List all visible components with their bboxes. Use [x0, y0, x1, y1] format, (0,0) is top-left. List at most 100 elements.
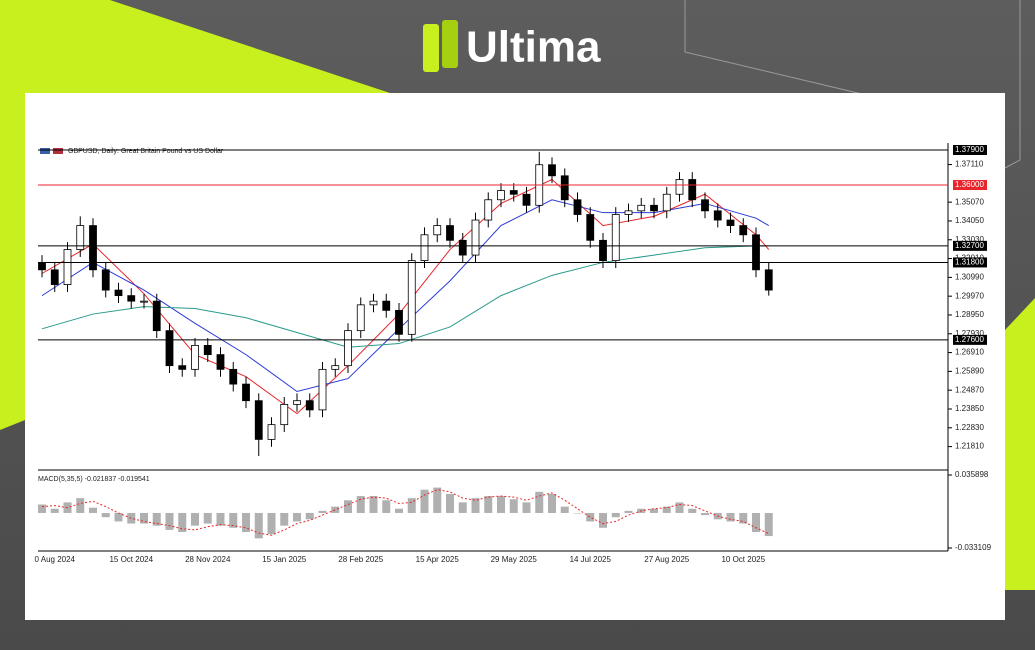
macd-bar	[662, 506, 671, 513]
y-tick-label: 1.34050	[955, 216, 984, 225]
macd-bar	[446, 493, 454, 513]
y-tick-label: 1.26910	[955, 348, 984, 357]
brand-name: Ultima	[466, 23, 601, 72]
symbol-icon	[53, 148, 63, 154]
chart-panel	[25, 93, 1005, 620]
moving-average	[41, 245, 769, 348]
macd-bar	[216, 512, 225, 526]
macd-bar	[522, 502, 531, 513]
logo-icon	[442, 20, 458, 68]
macd-bar	[726, 512, 735, 522]
macd-bar	[611, 512, 620, 518]
macd-bar	[420, 489, 429, 513]
macd-bar	[76, 498, 85, 513]
candle-body	[305, 400, 314, 411]
candle-body	[101, 269, 110, 291]
candle-body	[152, 300, 161, 332]
candle-body	[752, 234, 760, 271]
candle-body	[420, 234, 429, 261]
candle-body	[662, 193, 671, 212]
macd-bar	[89, 507, 97, 513]
candle-body	[624, 210, 633, 215]
x-tick-label: 15 Apr 2025	[416, 555, 460, 564]
macd-bar	[331, 506, 340, 513]
candle-body	[280, 403, 289, 426]
y-tick-label: 1.37110	[955, 160, 984, 169]
y-tick-label: 1.24870	[955, 385, 984, 394]
macd-bar	[191, 512, 199, 526]
candle-body	[599, 239, 607, 261]
level-box	[953, 145, 987, 155]
macd-bar	[356, 496, 365, 513]
macd-bar	[484, 496, 493, 513]
macd-bar	[318, 510, 327, 513]
x-tick-label: 28 Feb 2025	[338, 555, 383, 564]
candle-body	[395, 309, 403, 335]
candle-body	[344, 330, 352, 367]
macd-bar	[535, 491, 544, 513]
macd-bar	[599, 512, 607, 528]
candle-body	[140, 300, 148, 303]
y-tick-label: 0.035898	[955, 470, 989, 479]
candle-body	[573, 199, 582, 215]
candle-body	[497, 190, 505, 201]
x-tick-label: 29 May 2025	[491, 555, 538, 564]
candle-body	[650, 204, 658, 212]
macd-bar	[152, 512, 161, 526]
candle-body	[688, 179, 697, 201]
y-tick-label: -0.033109	[955, 543, 992, 552]
macd-bar	[254, 512, 263, 539]
x-tick-label: 10 Oct 2025	[721, 555, 765, 564]
candle-body	[50, 269, 59, 285]
macd-bar	[344, 500, 352, 513]
candle-body	[509, 190, 518, 195]
candle-body	[63, 249, 72, 285]
macd-bar	[140, 512, 148, 524]
macd-bar	[739, 512, 748, 524]
macd-bar	[267, 512, 276, 535]
macd-bar	[165, 512, 174, 530]
macd-bar	[178, 512, 187, 533]
candle-body	[89, 225, 97, 271]
candle-body	[165, 330, 174, 367]
candle-body	[178, 365, 187, 370]
candle-body	[369, 300, 378, 306]
macd-bar	[114, 512, 123, 522]
candle-body	[229, 368, 238, 385]
candle-body	[267, 424, 276, 440]
macd-bar	[305, 512, 314, 520]
level-box	[953, 240, 987, 251]
candle-body	[611, 214, 620, 261]
candle-body	[446, 225, 454, 241]
y-tick-label: 1.35070	[955, 197, 984, 206]
y-tick-label: 1.29970	[955, 291, 984, 300]
macd-bar	[752, 512, 760, 533]
candle-body	[560, 175, 569, 201]
level-box	[953, 257, 987, 268]
macd-bar	[624, 510, 633, 513]
macd-bar	[101, 512, 110, 518]
candle-body	[127, 295, 136, 302]
level-label: 1.37900	[955, 145, 984, 154]
macd-bar	[369, 496, 378, 513]
candle-body	[522, 193, 531, 206]
accent-shape	[1005, 298, 1035, 590]
candle-body	[318, 368, 327, 411]
candle-body	[764, 269, 773, 291]
macd-bar	[701, 512, 709, 516]
macd-bar	[675, 502, 684, 513]
y-tick-label: 1.23850	[955, 404, 984, 413]
macd-bar	[433, 487, 442, 513]
candle-body	[254, 400, 263, 440]
candle-body	[242, 383, 250, 402]
macd-title: MACD(5,35,5) -0.021837 -0.019541	[38, 476, 150, 483]
y-tick-label: 1.21810	[955, 442, 984, 451]
x-tick-label: 28 Nov 2024	[185, 555, 231, 564]
candle-body	[191, 344, 199, 370]
candle-body	[739, 225, 748, 236]
candle-body	[382, 300, 391, 311]
candle-body	[203, 344, 212, 356]
candle-body	[548, 164, 556, 177]
y-tick-label: 1.30990	[955, 272, 984, 281]
